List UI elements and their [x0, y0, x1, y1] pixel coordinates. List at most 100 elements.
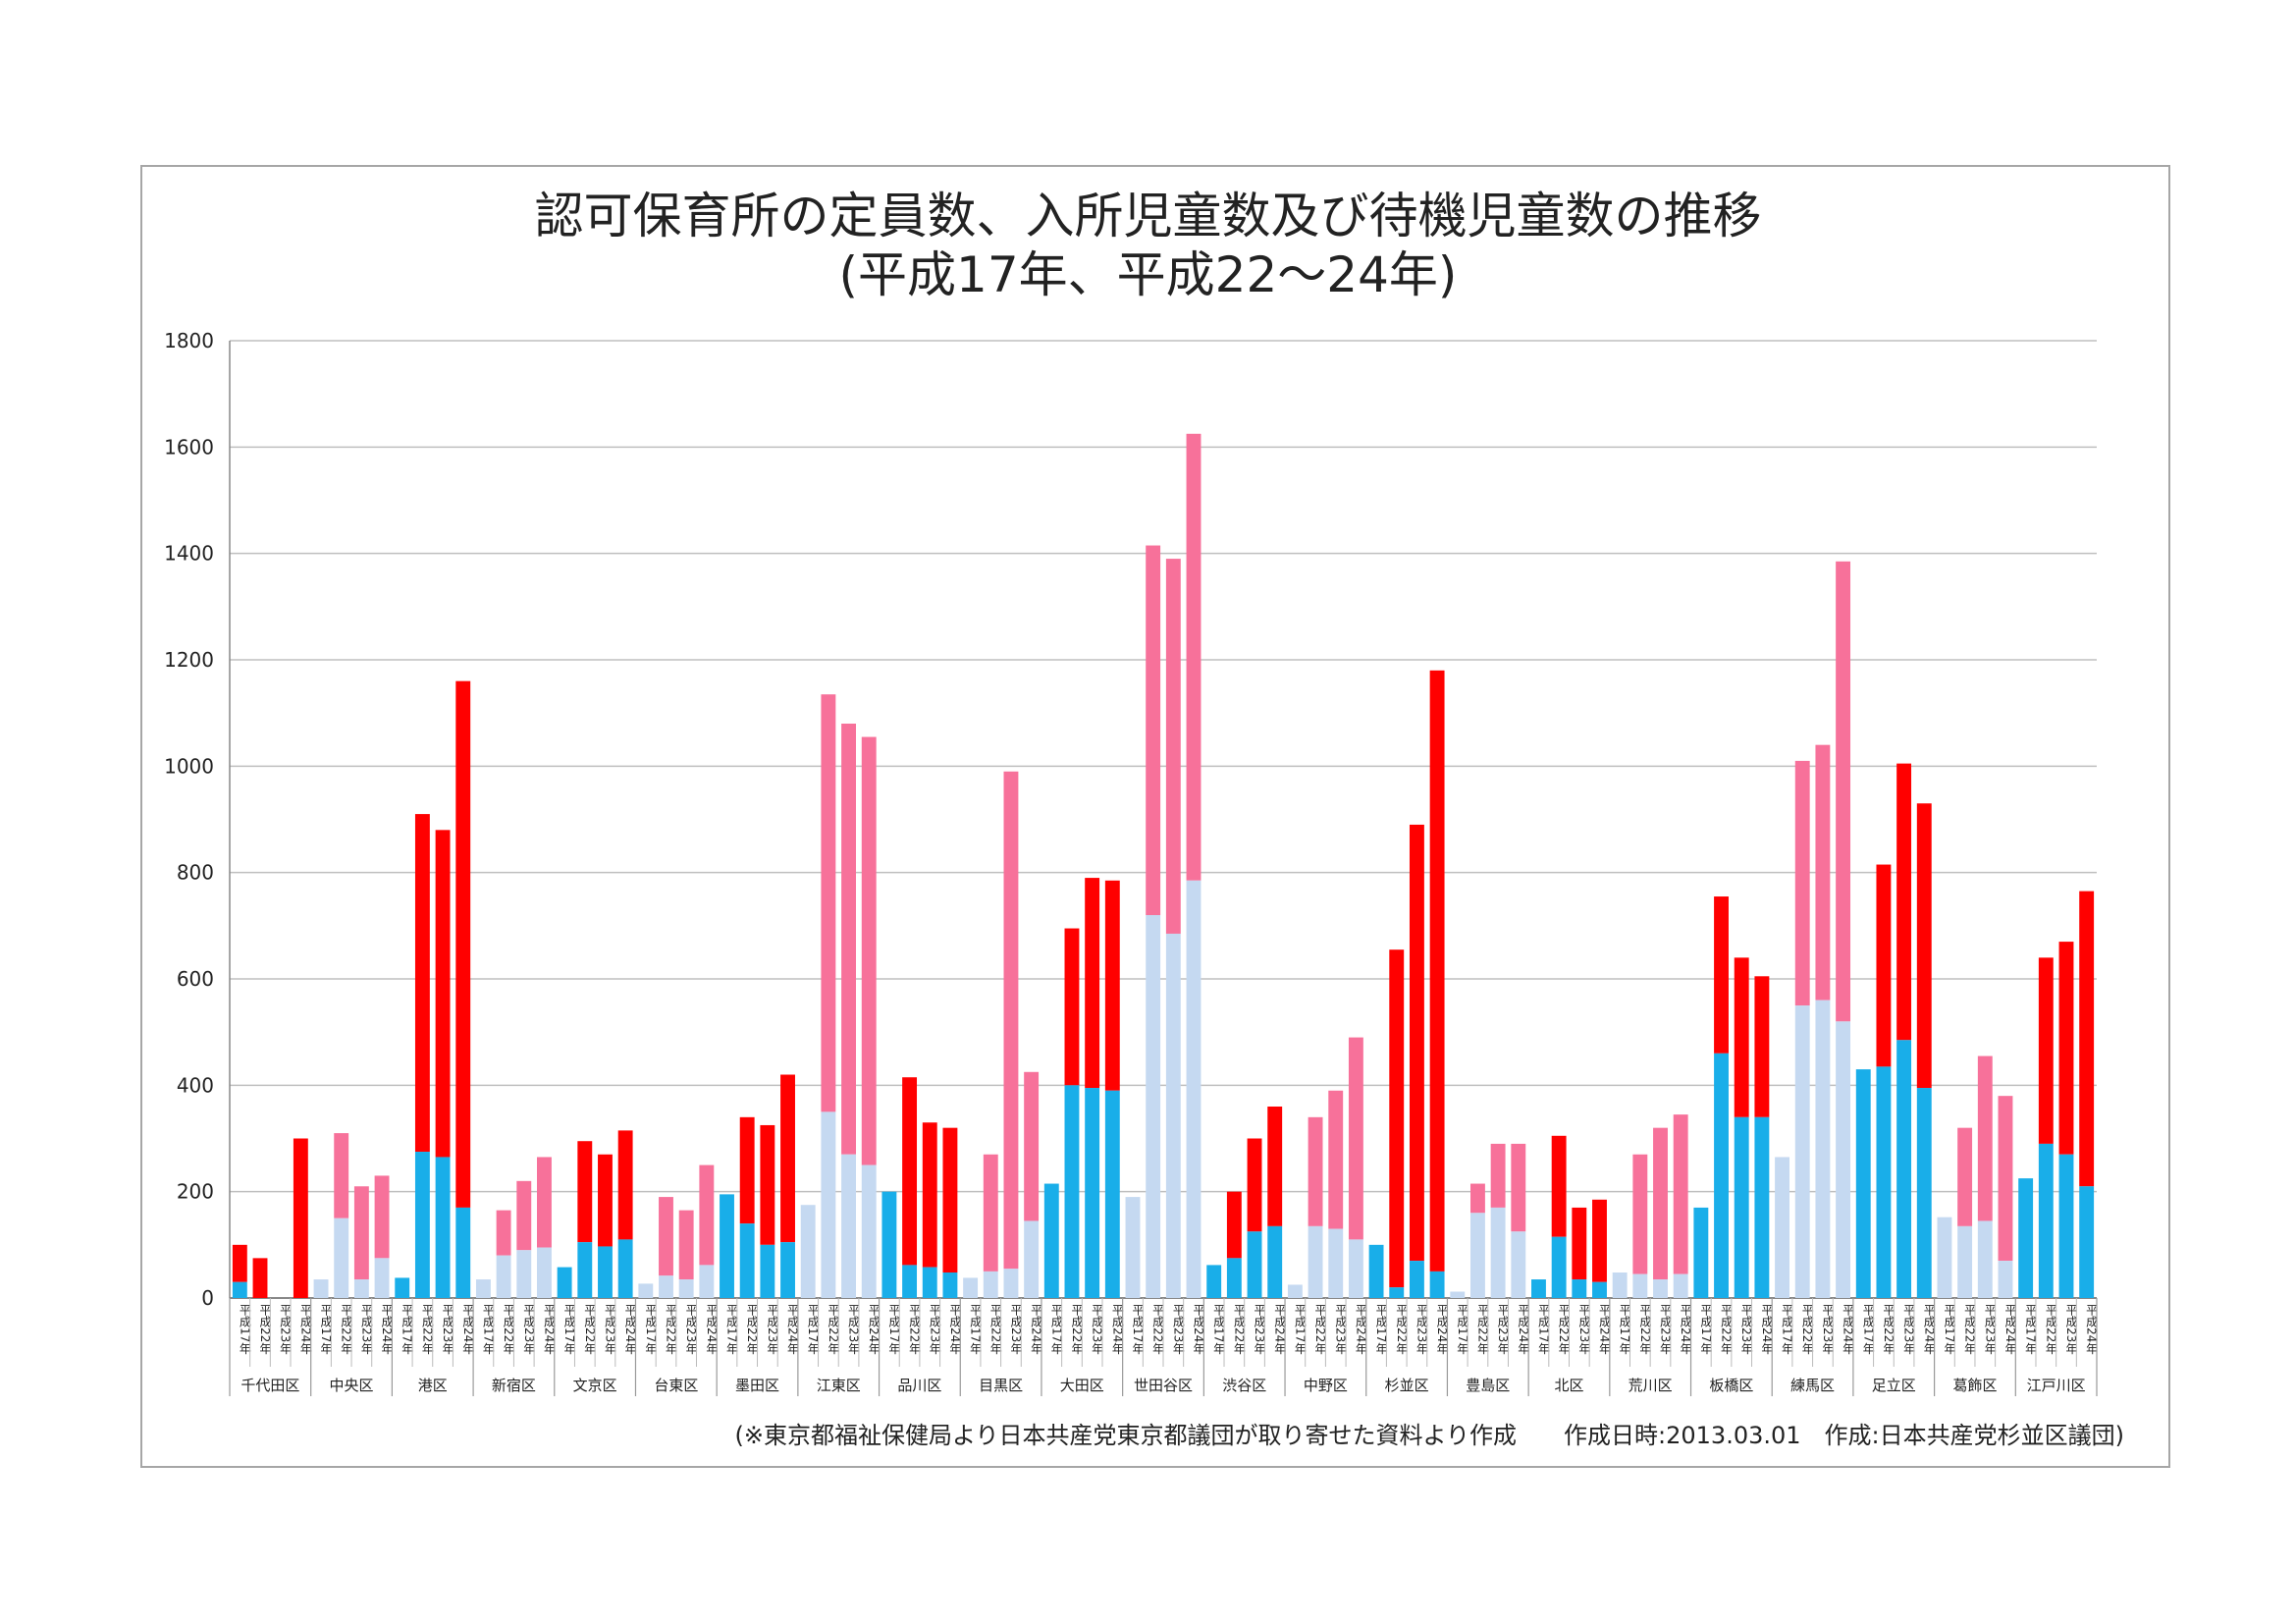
- bar-base-16-2: [1470, 1213, 1485, 1298]
- bar-base-15-2: [1389, 1287, 1405, 1298]
- bar-top-12-3: [1165, 559, 1181, 934]
- bar-top-18-4: [1673, 1114, 1688, 1274]
- x-year-label: 平成22年: [2044, 1304, 2057, 1354]
- bar-base-1-1: [232, 1281, 247, 1298]
- x-year-label: 平成17年: [1293, 1304, 1307, 1354]
- bar-base-10-2: [983, 1271, 998, 1298]
- bar-top-10-2: [983, 1154, 998, 1272]
- x-year-label: 平成24年: [1597, 1304, 1611, 1354]
- bar-base-17-3: [1572, 1279, 1587, 1298]
- bar-top-14-2: [1308, 1116, 1323, 1226]
- bar-base-21-2: [1876, 1066, 1892, 1298]
- bar-top-23-4: [2079, 891, 2095, 1187]
- bar-base-22-1: [1937, 1217, 1952, 1298]
- x-year-label: 平成23年: [1334, 1304, 1348, 1354]
- bar-base-5-3: [598, 1246, 613, 1298]
- bar-top-20-2: [1794, 760, 1810, 1006]
- bar-top-11-2: [1064, 928, 1080, 1086]
- y-tick-label: 1200: [164, 648, 214, 672]
- y-tick-label: 800: [177, 861, 214, 885]
- x-year-label: 平成22年: [827, 1304, 840, 1354]
- x-year-label: 平成17年: [969, 1304, 983, 1354]
- x-year-label: 平成22年: [1395, 1304, 1409, 1354]
- bar-top-16-4: [1511, 1143, 1526, 1232]
- x-year-label: 平成17年: [1374, 1304, 1388, 1354]
- x-ward-label: 板橋区: [1709, 1377, 1753, 1394]
- bar-top-13-3: [1247, 1138, 1262, 1232]
- bar-base-12-1: [1125, 1197, 1141, 1298]
- x-year-label: 平成24年: [1354, 1304, 1367, 1354]
- x-year-label: 平成22年: [1963, 1304, 1977, 1354]
- bar-base-17-2: [1551, 1236, 1567, 1298]
- bar-top-7-4: [780, 1074, 795, 1243]
- bar-base-9-4: [942, 1272, 958, 1298]
- x-year-label: 平成23年: [1821, 1304, 1835, 1354]
- bar-base-3-3: [435, 1157, 451, 1298]
- x-year-label: 平成17年: [238, 1304, 251, 1354]
- bar-base-10-4: [1024, 1220, 1040, 1298]
- x-year-label: 平成17年: [1049, 1304, 1063, 1354]
- y-tick-label: 400: [177, 1073, 214, 1097]
- x-year-label: 平成17年: [1699, 1304, 1713, 1354]
- bar-base-6-2: [659, 1275, 673, 1298]
- bar-top-6-3: [678, 1210, 694, 1280]
- x-year-label: 平成17年: [2024, 1304, 2038, 1354]
- bar-base-22-4: [1998, 1261, 2013, 1298]
- bar-top-8-2: [821, 694, 836, 1112]
- x-year-label: 平成24年: [948, 1304, 962, 1354]
- bar-top-5-2: [577, 1141, 593, 1243]
- bar-base-13-3: [1247, 1231, 1262, 1298]
- x-ward-label: 世田谷区: [1134, 1377, 1193, 1394]
- bar-base-23-3: [2058, 1154, 2074, 1298]
- x-year-label: 平成22年: [340, 1304, 353, 1354]
- bar-base-9-2: [902, 1265, 918, 1298]
- x-ward-label: 荒川区: [1629, 1377, 1673, 1394]
- bar-base-11-2: [1064, 1085, 1080, 1298]
- x-year-label: 平成22年: [908, 1304, 922, 1354]
- x-year-label: 平成24年: [1273, 1304, 1287, 1354]
- x-year-label: 平成23年: [928, 1304, 941, 1354]
- bar-base-13-2: [1226, 1258, 1242, 1298]
- x-year-label: 平成17年: [319, 1304, 333, 1354]
- y-tick-label: 0: [201, 1286, 214, 1310]
- bar-base-2-3: [353, 1279, 369, 1298]
- bar-top-18-2: [1632, 1154, 1648, 1274]
- bar-top-22-3: [1977, 1056, 1993, 1221]
- bar-base-7-3: [760, 1244, 775, 1298]
- x-year-label: 平成17年: [725, 1304, 739, 1354]
- bar-base-7-2: [739, 1223, 755, 1298]
- bar-base-21-4: [1916, 1088, 1932, 1298]
- x-year-label: 平成24年: [2003, 1304, 2017, 1354]
- x-year-label: 平成22年: [1638, 1304, 1652, 1354]
- bar-base-12-3: [1165, 933, 1181, 1298]
- x-year-label: 平成24年: [867, 1304, 881, 1354]
- bar-base-3-4: [455, 1207, 471, 1298]
- bar-top-18-3: [1653, 1127, 1668, 1280]
- x-year-label: 平成23年: [603, 1304, 616, 1354]
- bar-base-4-4: [537, 1247, 552, 1298]
- x-year-label: 平成22年: [745, 1304, 759, 1354]
- bar-base-23-2: [2038, 1143, 2054, 1298]
- x-year-label: 平成17年: [1456, 1304, 1469, 1354]
- bar-base-16-3: [1490, 1207, 1506, 1298]
- x-ward-label: 豊島区: [1466, 1377, 1510, 1394]
- x-year-label: 平成22年: [1313, 1304, 1327, 1354]
- bar-base-22-3: [1977, 1220, 1993, 1298]
- bar-top-2-3: [353, 1186, 369, 1280]
- bar-top-21-4: [1916, 803, 1932, 1089]
- y-tick-label: 1000: [164, 754, 214, 778]
- bar-base-8-2: [821, 1111, 836, 1298]
- y-tick-label: 1400: [164, 542, 214, 566]
- x-ward-label: 江戸川区: [2027, 1377, 2086, 1394]
- x-year-label: 平成24年: [542, 1304, 556, 1354]
- x-year-label: 平成22年: [420, 1304, 434, 1354]
- bar-base-15-4: [1429, 1271, 1445, 1298]
- bar-base-23-1: [2018, 1178, 2034, 1298]
- bar-top-4-3: [516, 1180, 532, 1251]
- bar-top-9-2: [902, 1077, 918, 1266]
- bar-base-8-3: [841, 1154, 856, 1298]
- bar-base-5-2: [577, 1242, 593, 1298]
- x-year-label: 平成24年: [2085, 1304, 2099, 1354]
- x-year-label: 平成24年: [1192, 1304, 1205, 1354]
